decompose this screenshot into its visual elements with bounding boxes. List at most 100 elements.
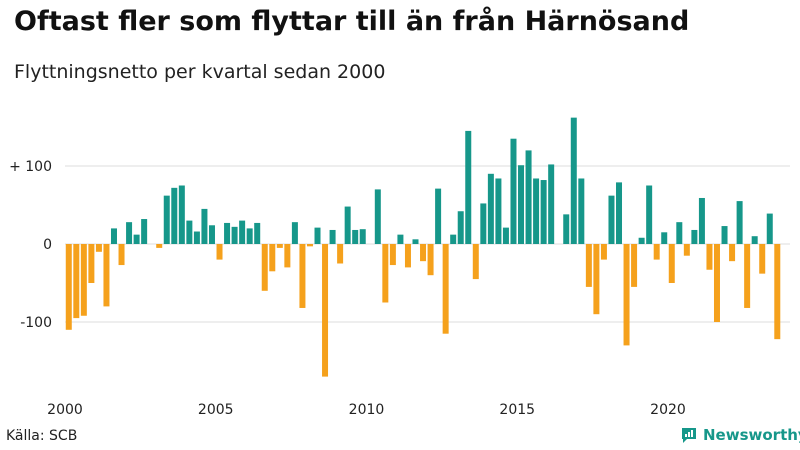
bar — [178, 185, 185, 244]
bar — [525, 150, 532, 244]
bar — [329, 229, 336, 244]
bar — [435, 188, 442, 244]
bar — [729, 244, 736, 262]
bar — [95, 244, 102, 252]
bar — [661, 232, 668, 244]
bar — [420, 244, 427, 262]
bar — [306, 244, 313, 247]
bar — [721, 226, 728, 244]
bar — [698, 197, 705, 244]
bar — [208, 225, 215, 244]
bar — [759, 244, 766, 274]
bar — [73, 244, 80, 319]
bar — [322, 244, 329, 377]
bar — [465, 130, 472, 244]
brand-logo[interactable]: Newsworthy — [680, 426, 800, 444]
x-tick-label: 2005 — [198, 402, 234, 418]
source-note: Källa: SCB — [6, 428, 78, 444]
bar — [352, 229, 359, 244]
bar — [110, 228, 117, 244]
bar — [472, 244, 479, 280]
bar — [480, 203, 487, 244]
bar — [314, 227, 321, 244]
bar — [246, 228, 253, 244]
bar — [171, 187, 178, 244]
brand-name: Newsworthy — [703, 426, 800, 444]
bar — [201, 208, 208, 244]
x-axis-ticks: 2000 2005 2010 2015 2020 — [47, 402, 686, 418]
bar — [450, 234, 457, 244]
bar — [276, 244, 283, 248]
bar — [126, 222, 133, 244]
bar — [616, 182, 623, 244]
y-tick-label: -100 — [20, 315, 52, 331]
bar — [744, 244, 751, 308]
bars — [65, 117, 781, 377]
x-tick-label: 2020 — [650, 402, 686, 418]
bar — [337, 244, 344, 264]
bar — [231, 226, 238, 244]
y-tick-label: + 100 — [9, 159, 52, 175]
bar — [593, 244, 600, 315]
bar — [269, 244, 276, 272]
bar — [359, 229, 366, 244]
bar — [766, 213, 773, 244]
bar — [713, 244, 720, 322]
bar — [186, 220, 193, 244]
bar — [156, 244, 163, 248]
bar — [163, 195, 170, 244]
bar — [412, 239, 419, 244]
bar — [133, 234, 140, 244]
newsworthy-logo-icon — [682, 428, 696, 443]
bar — [284, 244, 291, 268]
bar — [623, 244, 630, 346]
bar — [691, 229, 698, 244]
bar — [141, 219, 148, 244]
bar — [608, 195, 615, 244]
bar — [404, 244, 411, 268]
bar — [706, 244, 713, 270]
bar — [103, 244, 110, 307]
bar — [487, 173, 494, 244]
bar — [510, 138, 517, 244]
bar — [570, 117, 577, 244]
bar — [224, 222, 231, 244]
bar — [299, 244, 306, 308]
bar — [80, 244, 87, 316]
bar — [540, 180, 547, 244]
bar — [442, 244, 449, 334]
y-tick-label: 0 — [43, 237, 52, 253]
bar — [344, 206, 351, 244]
bar — [88, 244, 95, 283]
chart-subtitle: Flyttningsnetto per kvartal sedan 2000 — [14, 61, 386, 83]
bar — [216, 244, 223, 260]
bar — [397, 234, 404, 244]
bar — [533, 178, 540, 244]
bar — [427, 244, 434, 276]
bar — [563, 214, 570, 244]
bar — [291, 222, 298, 244]
bar — [389, 244, 396, 266]
chart-title: Oftast fler som flyttar till än från Här… — [14, 6, 690, 37]
bar — [585, 244, 592, 287]
x-tick-label: 2010 — [349, 402, 385, 418]
bar — [683, 244, 690, 256]
bar — [751, 236, 758, 244]
bar — [578, 178, 585, 244]
bar — [254, 222, 261, 244]
bar — [736, 201, 743, 244]
bar — [261, 244, 268, 291]
bar — [638, 237, 645, 244]
bar — [518, 165, 525, 244]
bar — [668, 244, 675, 283]
x-tick-label: 2000 — [47, 402, 83, 418]
bar — [774, 244, 781, 340]
bar — [374, 189, 381, 244]
bar — [676, 222, 683, 244]
bar — [548, 164, 555, 244]
bar — [65, 244, 72, 330]
bar — [646, 185, 653, 244]
bar — [653, 244, 660, 260]
bar — [600, 244, 607, 260]
x-tick-label: 2015 — [499, 402, 535, 418]
